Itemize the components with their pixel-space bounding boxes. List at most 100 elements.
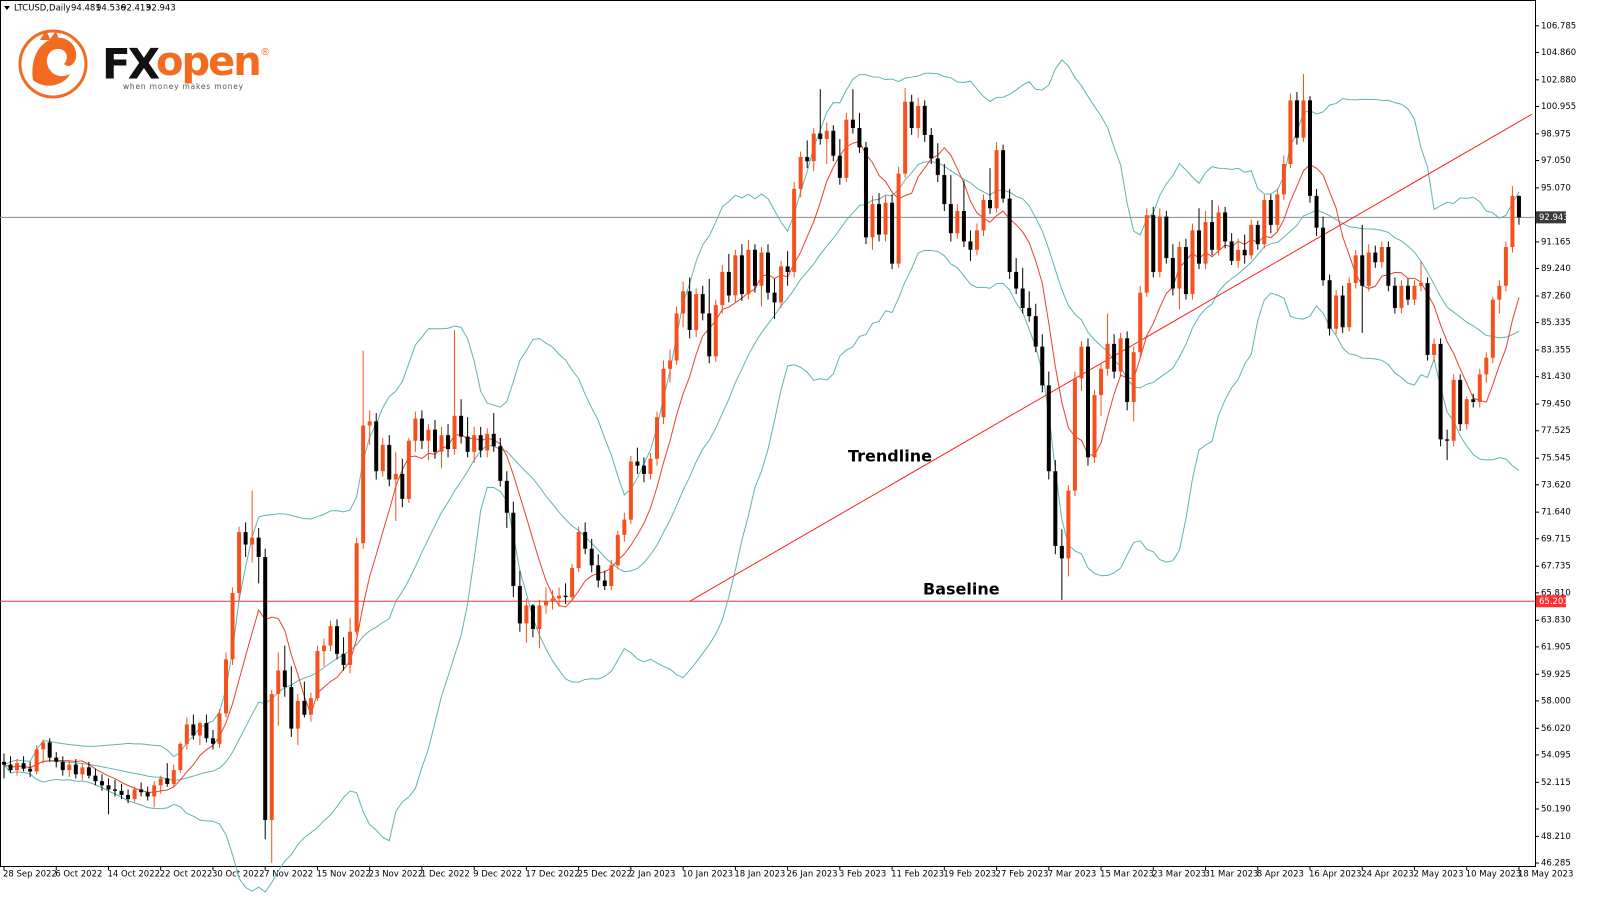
candle-body [1014, 271, 1019, 289]
candle-body [909, 101, 914, 129]
candle-body [726, 271, 731, 296]
candle-body [250, 537, 255, 545]
candle-body [681, 291, 686, 314]
candle-body [759, 252, 764, 286]
candle-body [419, 418, 424, 441]
x-tick-label: 10 May 2023 [1466, 870, 1521, 880]
candle-body [628, 461, 633, 520]
y-tick-label: 95.070 [1541, 183, 1571, 193]
candle-body [459, 415, 464, 437]
y-tick-label: 97.050 [1541, 156, 1571, 166]
candle-body [1432, 343, 1437, 355]
candle-body [1255, 224, 1260, 245]
candle-body [668, 360, 673, 369]
y-tick-label: 89.240 [1541, 264, 1571, 274]
candle-body [465, 436, 470, 452]
y-tick-label: 56.020 [1541, 724, 1571, 734]
candle-body [563, 595, 568, 598]
candle-body [485, 433, 490, 451]
candle-body [1125, 338, 1130, 403]
candle-body [1275, 194, 1280, 225]
candle-body [700, 294, 705, 314]
candle-body [432, 429, 437, 452]
candle-body [850, 119, 855, 129]
candle-body [387, 444, 392, 480]
candle-body [1464, 399, 1469, 425]
candle-body [968, 241, 973, 250]
baseline-box [1536, 595, 1566, 608]
candle-body [1196, 230, 1201, 264]
candle-body [230, 592, 235, 660]
candle-body [1281, 163, 1286, 195]
candle-body [380, 444, 385, 472]
y-tick-label: 106.785 [1541, 21, 1576, 31]
candle-body [1183, 247, 1188, 295]
candle-body [1105, 343, 1110, 369]
candle-body [106, 785, 111, 790]
candle-body [1177, 247, 1182, 289]
candle-body [543, 601, 548, 606]
candle-body [530, 605, 535, 629]
candle-body [171, 770, 176, 784]
candle-body [367, 421, 372, 426]
y-tick-label: 79.450 [1541, 400, 1571, 410]
candle-body [119, 790, 124, 796]
candle-body [831, 130, 836, 156]
candle-body [1262, 199, 1267, 245]
candle-body [792, 188, 797, 272]
candle-body [113, 789, 118, 791]
candle-body [1321, 227, 1326, 281]
y-tick-label: 87.260 [1541, 292, 1571, 302]
candle-body [1040, 346, 1045, 386]
candle-body [655, 417, 659, 459]
candle-body [1288, 100, 1293, 164]
x-tick-label: 8 Apr 2023 [1257, 870, 1304, 880]
candle-body [1347, 282, 1352, 328]
candle-body [1053, 471, 1058, 546]
y-tick-label: 83.355 [1541, 346, 1571, 356]
candle-body [1353, 255, 1358, 283]
bollinger-upper [3, 59, 1520, 766]
candle-body [321, 645, 326, 652]
candle-body [779, 266, 784, 303]
candle-body [126, 795, 131, 800]
candle-body [269, 693, 274, 820]
candle-body [1327, 280, 1332, 329]
candle-body [550, 598, 555, 602]
candle-body [955, 211, 960, 234]
candle-body [641, 465, 646, 474]
candle-body [583, 532, 588, 549]
candle-body [1268, 199, 1273, 225]
candle-body [1412, 285, 1417, 300]
candle-body [1046, 385, 1051, 472]
candle-body [210, 738, 215, 744]
x-tick-label: 3 Feb 2023 [839, 870, 887, 880]
x-tick-label: 9 Dec 2022 [473, 870, 522, 880]
bollinger-lower [3, 249, 1520, 893]
y-tick-label: 77.525 [1541, 426, 1571, 436]
x-tick-label: 7 Mar 2023 [1048, 870, 1096, 880]
candle-body [54, 757, 59, 762]
candle-body [165, 778, 170, 784]
candle-body [34, 749, 39, 772]
candle-body [1360, 255, 1365, 286]
x-tick-label: 28 Sep 2022 [3, 870, 57, 880]
candle-body [988, 199, 993, 209]
candle-body [152, 785, 157, 797]
candle-body [844, 119, 849, 178]
candle-body [158, 778, 163, 786]
candle-body [400, 473, 405, 499]
candle-body [1294, 100, 1299, 138]
candle-body [1085, 346, 1090, 458]
candle-body [1510, 195, 1515, 248]
candle-body [491, 433, 496, 447]
candle-body [1072, 378, 1077, 491]
candle-body [1484, 357, 1489, 375]
x-tick-label: 7 Nov 2022 [264, 870, 313, 880]
x-tick-label: 14 Oct 2022 [107, 870, 160, 880]
candle-body [785, 266, 790, 272]
y-tick-label: 73.620 [1541, 480, 1571, 490]
